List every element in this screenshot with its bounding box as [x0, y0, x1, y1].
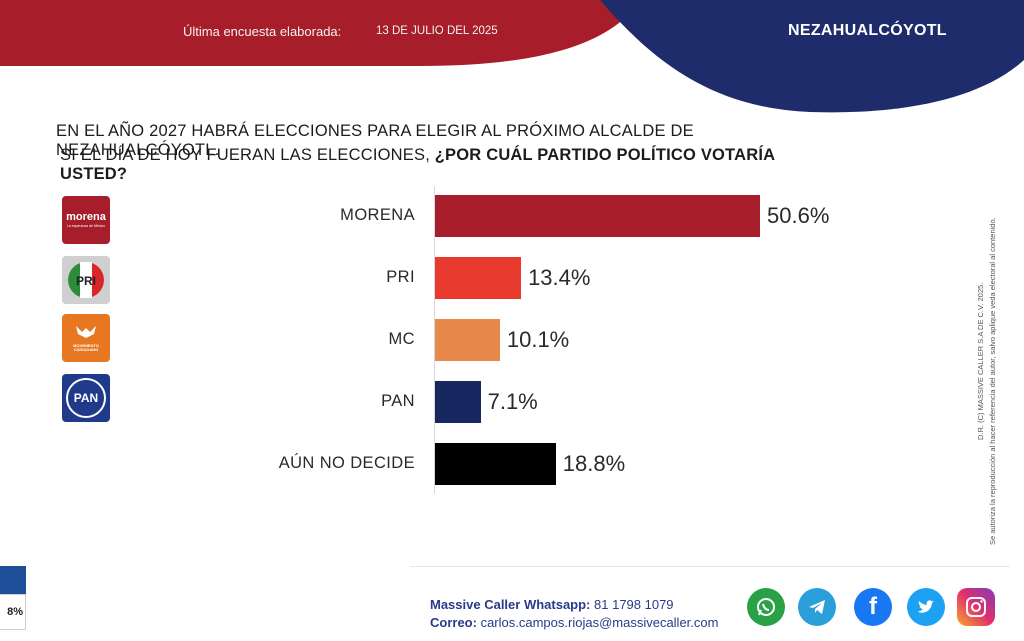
value-label-pan: 7.1%: [487, 389, 538, 414]
instagram-icon[interactable]: [957, 588, 995, 626]
category-label-pri: PRI: [386, 268, 415, 286]
mc-logo-text: MOVIMIENTO CIUDADANO: [73, 343, 99, 352]
pri-emblem-icon: PRI: [68, 262, 104, 298]
email-contact: Correo: carlos.campos.riojas@massivecall…: [430, 615, 718, 630]
header-background: [0, 0, 1024, 113]
bar-morena: [435, 195, 760, 237]
category-label-pan: PAN: [381, 392, 415, 410]
whatsapp-number: 81 1798 1079: [594, 597, 674, 612]
bar-pan: [435, 381, 481, 423]
category-label-morena: MORENA: [340, 206, 415, 224]
reproduction-note: Se autoriza la reproducción al hacer ref…: [988, 217, 997, 545]
city-title: NEZAHUALCÓYOTL: [788, 22, 947, 39]
email-label: Correo:: [430, 615, 477, 630]
category-label-aun-no-decide: AÚN NO DECIDE: [278, 454, 415, 472]
value-label-aun-no-decide: 18.8%: [562, 451, 626, 476]
morena-logo-text: morena: [66, 210, 106, 223]
bar-aun-no-decide: [435, 443, 556, 485]
left-fragment-bar: [0, 566, 26, 594]
category-label-mc: MC: [388, 330, 415, 348]
mc-logo: MOVIMIENTO CIUDADANO: [62, 314, 110, 362]
morena-logo-subtext: La esperanza de México: [66, 223, 106, 228]
value-label-pri: 13.4%: [528, 265, 591, 290]
chart-axis-line: [434, 186, 435, 494]
value-label-morena: 50.6%: [767, 203, 830, 228]
whatsapp-label: Massive Caller Whatsapp:: [430, 597, 591, 612]
question-line-2: SI EL DÍA DE HOY FUERAN LAS ELECCIONES, …: [60, 146, 840, 184]
twitter-icon[interactable]: [907, 588, 945, 626]
morena-logo: morena La esperanza de México: [62, 196, 110, 244]
pri-logo: PRI: [62, 256, 110, 304]
survey-date: 13 DE JULIO DEL 2025: [376, 25, 498, 37]
mc-eagle-icon: [76, 326, 96, 338]
left-fragment-value: 8%: [0, 594, 26, 630]
survey-date-label: Última encuesta elaborada:: [183, 24, 342, 39]
question-line-1: EN EL AÑO 2027 HABRÁ ELECCIONES PARA ELE…: [56, 122, 694, 159]
whatsapp-contact: Massive Caller Whatsapp: 81 1798 1079: [430, 597, 674, 612]
telegram-icon[interactable]: [798, 588, 836, 626]
bar-mc: [435, 319, 500, 361]
question-bold: ¿POR CUÁL PARTIDO POLÍTICO VOTARÍA USTED…: [60, 146, 775, 183]
pan-logo: PAN: [62, 374, 110, 422]
email-link[interactable]: carlos.campos.riojas@massivecaller.com: [480, 615, 719, 630]
footer-divider: [410, 566, 1010, 567]
copyright-note: D.R. (C) MASSIVE CALLER S.A DE C.V. 2025…: [976, 282, 985, 440]
pan-logo-text: PAN: [73, 391, 99, 405]
facebook-icon[interactable]: f: [854, 588, 892, 626]
pri-logo-text: PRI: [76, 274, 96, 288]
value-label-mc: 10.1%: [506, 327, 570, 352]
bar-pri: [435, 257, 522, 299]
whatsapp-icon[interactable]: [747, 588, 785, 626]
question-plain: SI EL DÍA DE HOY FUERAN LAS ELECCIONES,: [60, 146, 435, 164]
